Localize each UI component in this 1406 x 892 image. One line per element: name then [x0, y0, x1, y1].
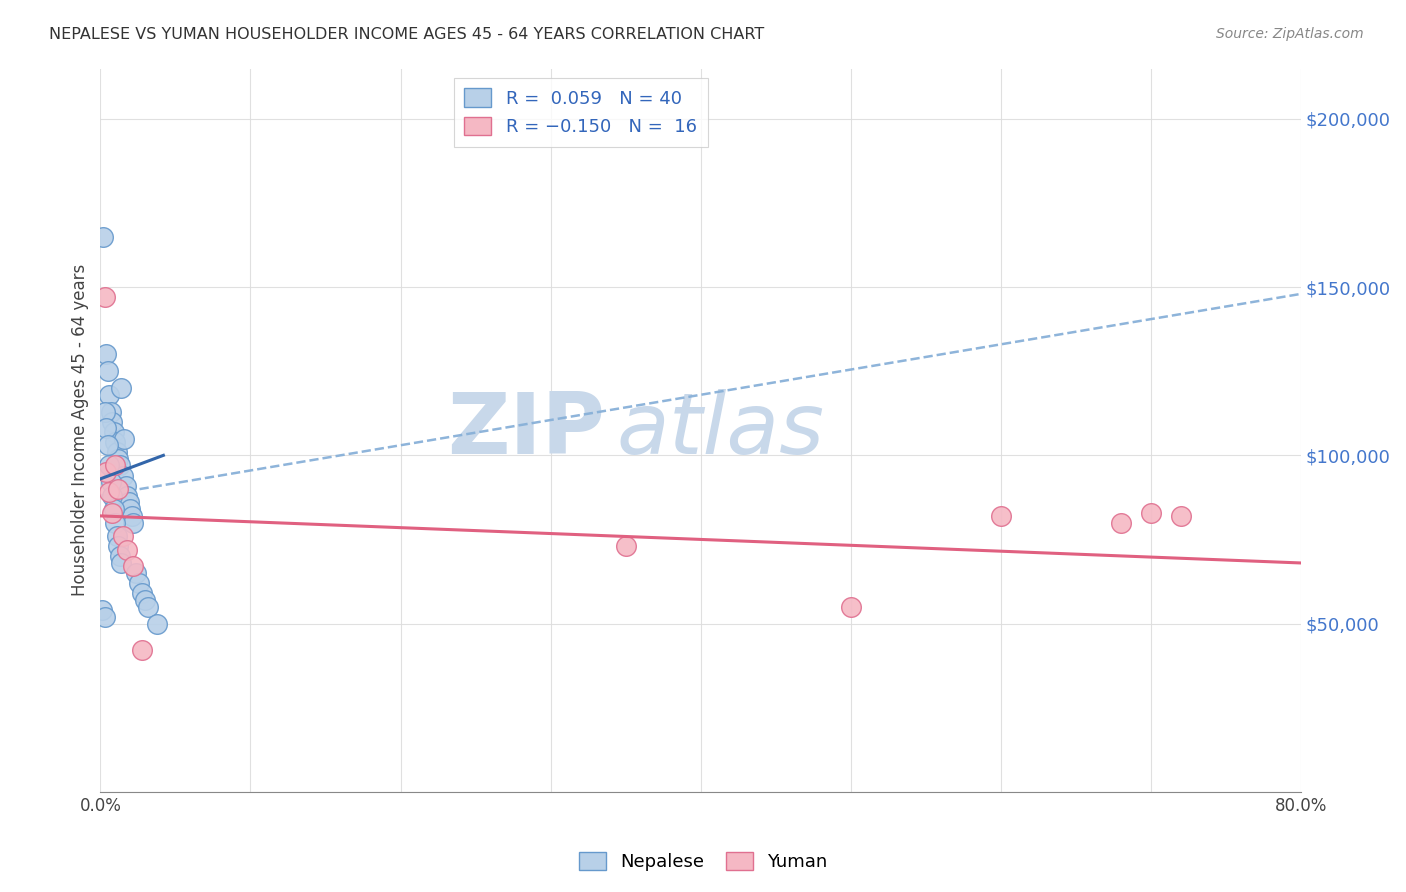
Point [98, 458, 121, 473]
Point [111, 529, 134, 543]
Point [101, 415, 124, 429]
Point [110, 381, 132, 395]
Point [1170, 508, 1192, 523]
Point [839, 599, 862, 614]
Point [108, 458, 131, 473]
Point [1140, 506, 1163, 520]
Point [97, 438, 120, 452]
Point [110, 556, 132, 570]
Point [118, 495, 141, 509]
Point [103, 425, 125, 439]
Point [108, 549, 131, 564]
Point [138, 599, 160, 614]
Point [614, 539, 637, 553]
Point [122, 559, 145, 574]
Point [100, 475, 122, 490]
Point [122, 516, 145, 530]
Point [90, 603, 112, 617]
Point [115, 478, 138, 492]
Point [97, 364, 120, 378]
Point [96, 347, 118, 361]
Text: atlas: atlas [617, 389, 825, 472]
Point [104, 516, 127, 530]
Point [131, 586, 153, 600]
Point [117, 489, 139, 503]
Point [107, 451, 129, 466]
Text: Source: ZipAtlas.com: Source: ZipAtlas.com [1216, 27, 1364, 41]
Point [94, 290, 117, 304]
Point [107, 539, 129, 553]
Point [104, 458, 127, 473]
Point [93, 229, 115, 244]
Legend: R =  0.059   N = 40, R = −0.150   N =  16: R = 0.059 N = 40, R = −0.150 N = 16 [454, 78, 707, 147]
Point [112, 432, 135, 446]
Point [98, 485, 121, 500]
Point [120, 502, 142, 516]
Text: ZIP: ZIP [447, 389, 605, 472]
Point [111, 468, 134, 483]
Point [94, 404, 117, 418]
Point [103, 502, 125, 516]
Point [94, 609, 117, 624]
Point [107, 482, 129, 496]
Point [101, 506, 124, 520]
Point [105, 445, 128, 459]
Point [131, 643, 153, 657]
Point [990, 508, 1012, 523]
Point [125, 566, 148, 580]
Text: NEPALESE VS YUMAN HOUSEHOLDER INCOME AGES 45 - 64 YEARS CORRELATION CHART: NEPALESE VS YUMAN HOUSEHOLDER INCOME AGE… [49, 27, 765, 42]
Y-axis label: Householder Income Ages 45 - 64 years: Householder Income Ages 45 - 64 years [72, 264, 89, 596]
Point [96, 421, 118, 435]
Point [128, 576, 150, 591]
Point [1109, 516, 1132, 530]
Point [96, 465, 118, 479]
Point [101, 489, 124, 503]
Point [121, 508, 143, 523]
Point [104, 434, 127, 449]
Point [134, 593, 156, 607]
Point [98, 388, 121, 402]
Legend: Nepalese, Yuman: Nepalese, Yuman [571, 845, 835, 879]
Point [100, 404, 122, 418]
Point [105, 529, 128, 543]
Point [117, 542, 139, 557]
Point [146, 616, 169, 631]
